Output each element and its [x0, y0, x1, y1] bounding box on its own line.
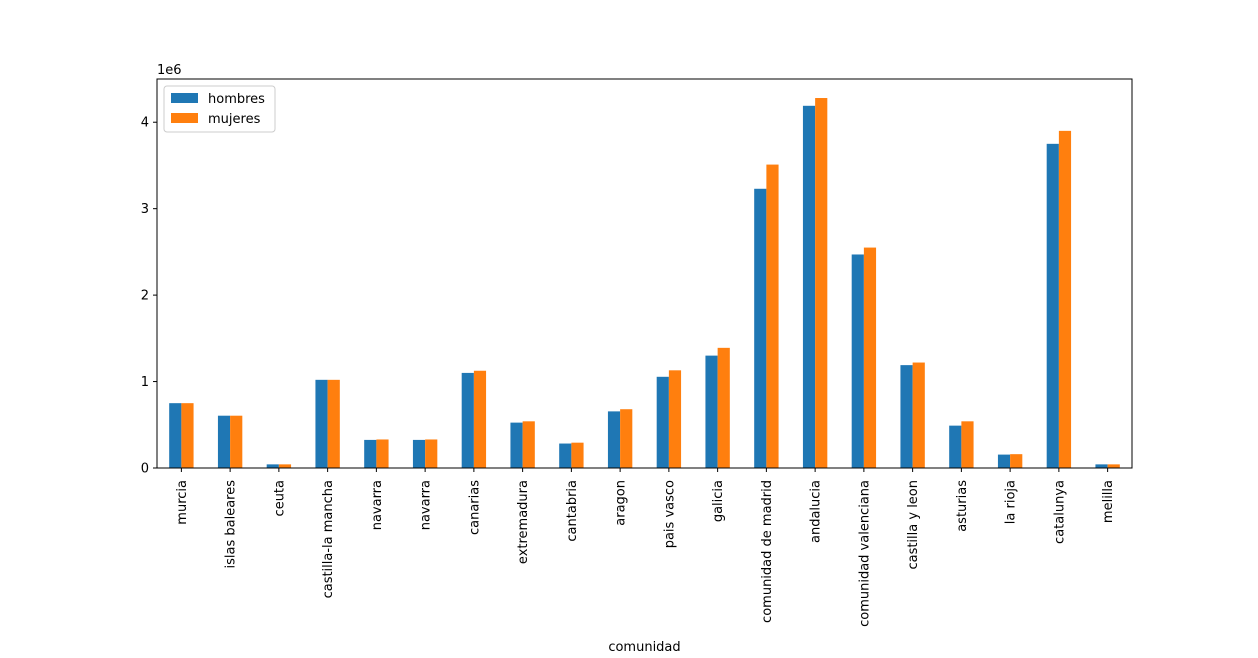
x-tick-label: melilla: [1101, 480, 1116, 523]
bar-hombres: [559, 443, 572, 468]
x-tick-label: castilla-la mancha: [321, 480, 336, 598]
bar-hombres: [1046, 143, 1059, 468]
bar-hombres: [656, 376, 669, 468]
bar-hombres: [997, 454, 1011, 468]
bar-hombres: [217, 415, 231, 468]
y-offset-label: 1e6: [157, 63, 182, 78]
bar-mujeres: [473, 370, 487, 468]
x-tick-label: castilla y leon: [906, 480, 921, 570]
y-tick-label: 1: [141, 375, 149, 390]
bar-hombres: [949, 425, 962, 468]
x-tick-label: murcia: [175, 480, 190, 525]
y-tick-label: 0: [141, 462, 149, 477]
bar-hombres: [412, 439, 426, 468]
x-tick-label: islas baleares: [224, 480, 239, 569]
bar-mujeres: [912, 362, 925, 468]
bar-mujeres: [522, 421, 535, 468]
bar-mujeres: [815, 98, 828, 469]
x-axis-label: comunidad: [608, 640, 680, 655]
bar-hombres: [754, 188, 767, 468]
bar-hombres: [851, 254, 864, 468]
bar-mujeres: [620, 409, 633, 468]
bar-mujeres: [425, 439, 438, 468]
bar-mujeres: [1058, 130, 1072, 468]
bar-hombres: [802, 105, 816, 469]
x-tick-label: navarra: [370, 480, 385, 530]
x-tick-label: extremadura: [516, 480, 531, 564]
x-tick-label: andalucia: [809, 480, 824, 543]
bar-mujeres: [961, 421, 974, 468]
x-tick-label: la rioja: [1004, 480, 1019, 524]
bar-mujeres: [1107, 464, 1120, 468]
bar-hombres: [364, 439, 377, 468]
x-tick-label: cantabria: [565, 480, 580, 542]
bar-hombres: [607, 411, 621, 468]
y-tick-label: 3: [141, 202, 149, 217]
bar-hombres: [461, 372, 474, 468]
x-tick-label: pais vasco: [662, 480, 677, 548]
x-tick-label: navarra: [419, 480, 434, 530]
bar-mujeres: [717, 347, 730, 468]
legend-label-mujeres: mujeres: [208, 112, 261, 127]
bar-mujeres: [1010, 454, 1023, 468]
bar-mujeres: [766, 164, 779, 468]
bar-hombres: [705, 355, 718, 468]
x-tick-label: canarias: [467, 480, 482, 535]
y-tick-label: 2: [141, 289, 149, 304]
bar-hombres: [169, 403, 182, 468]
y-tick-label: 4: [141, 116, 149, 131]
bar-mujeres: [181, 403, 194, 468]
bar-mujeres: [668, 370, 682, 468]
bar-hombres: [315, 379, 328, 468]
bar-hombres: [510, 422, 523, 468]
x-tick-label: galicia: [711, 480, 726, 522]
x-tick-label: asturias: [955, 480, 970, 532]
bar-mujeres: [376, 439, 389, 468]
x-tick-label: catalunya: [1052, 480, 1067, 544]
legend-swatch-hombres: [171, 93, 198, 103]
bar-mujeres: [571, 442, 584, 468]
bar-mujeres: [327, 379, 340, 468]
legend-label-hombres: hombres: [208, 92, 265, 107]
x-tick-label: comunidad valenciana: [857, 480, 872, 627]
legend-swatch-mujeres: [171, 113, 198, 123]
x-tick-label: comunidad de madrid: [760, 480, 775, 623]
bar-mujeres: [230, 415, 243, 468]
bar-hombres: [266, 464, 279, 468]
bar-mujeres: [278, 464, 292, 468]
bar-hombres: [1095, 464, 1108, 468]
plot-frame: [156, 78, 1133, 469]
x-tick-label: aragon: [614, 480, 629, 526]
x-tick-label: ceuta: [272, 480, 287, 516]
bar-hombres: [900, 365, 913, 468]
bar-mujeres: [863, 247, 877, 468]
